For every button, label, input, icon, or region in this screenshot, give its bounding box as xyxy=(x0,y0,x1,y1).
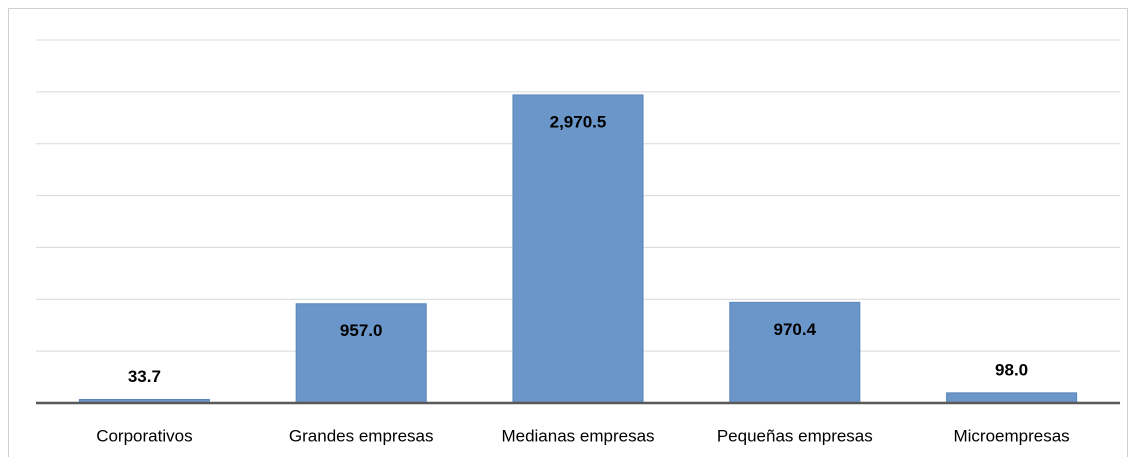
x-tick-label: Corporativos xyxy=(96,426,192,445)
data-label: 98.0 xyxy=(995,360,1028,379)
data-label: 957.0 xyxy=(340,321,383,340)
bar xyxy=(729,301,861,404)
x-tick-label: Microempresas xyxy=(953,426,1069,445)
bar xyxy=(512,94,644,404)
bar xyxy=(295,303,427,404)
x-tick-label: Grandes empresas xyxy=(289,426,434,445)
x-tick-label: Medianas empresas xyxy=(501,426,654,445)
data-label: 2,970.5 xyxy=(550,112,607,131)
chart-frame xyxy=(8,8,1128,457)
x-tick-label: Pequeñas empresas xyxy=(717,426,873,445)
bar xyxy=(946,392,1078,404)
data-label: 33.7 xyxy=(128,367,161,386)
data-label: 970.4 xyxy=(774,320,817,339)
